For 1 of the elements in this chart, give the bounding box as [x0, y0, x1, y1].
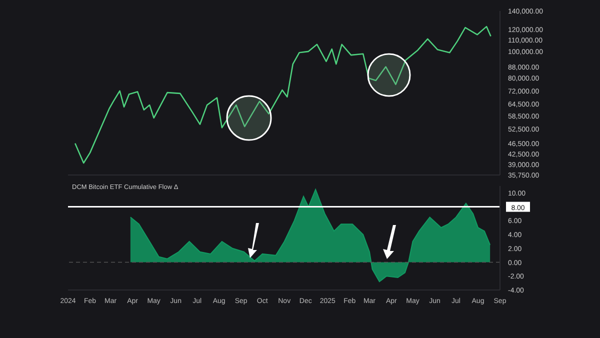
- line-series: [74, 26, 492, 164]
